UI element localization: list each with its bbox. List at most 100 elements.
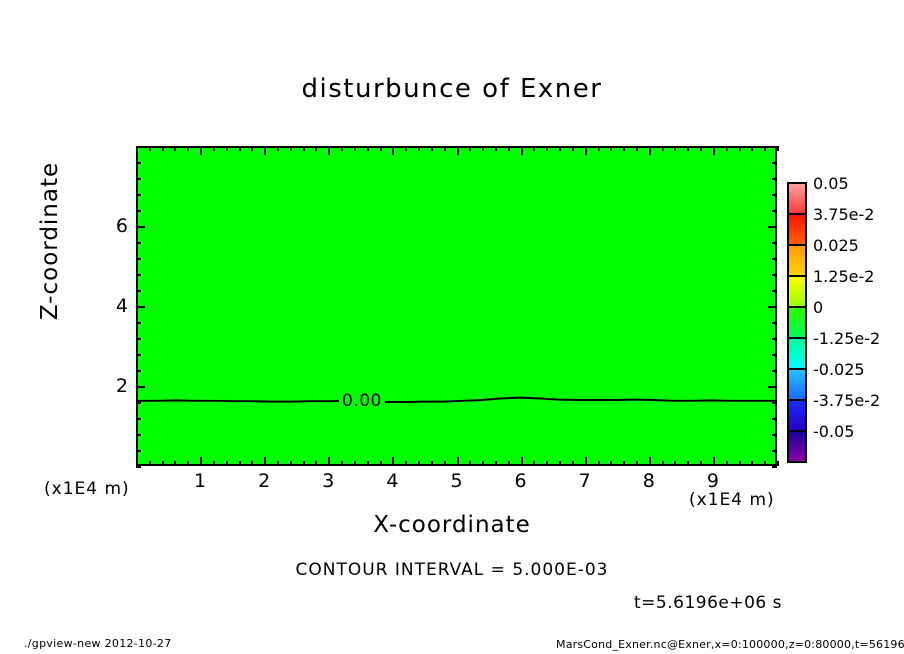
colorbar-band	[789, 275, 805, 306]
y-axis-minor-tick	[136, 338, 141, 340]
x-axis-minor-tick	[546, 461, 549, 466]
x-axis-tick-label: 4	[386, 470, 399, 492]
x-axis-minor-tick-top	[751, 146, 754, 151]
x-axis-minor-tick-top	[623, 146, 626, 151]
x-axis-minor-tick	[212, 461, 215, 466]
x-axis-minor-tick	[277, 461, 280, 466]
x-axis-minor-tick-top	[533, 146, 536, 151]
y-axis-minor-tick-right	[772, 354, 777, 356]
x-axis-minor-tick-top	[725, 146, 728, 151]
colorbar-tick-label: -0.025	[813, 360, 865, 379]
y-axis-major-tick-right	[768, 306, 777, 308]
x-axis-minor-tick	[469, 461, 472, 466]
x-axis-major-tick-top	[520, 146, 523, 155]
x-axis-minor-tick	[725, 461, 728, 466]
y-axis-minor-tick-right	[772, 290, 777, 292]
x-axis-minor-tick-top	[777, 146, 779, 151]
y-axis-major-tick	[136, 306, 145, 308]
y-axis-minor-tick	[136, 210, 141, 212]
x-axis-tick-label: 5	[450, 470, 463, 492]
x-axis-minor-tick	[661, 461, 664, 466]
contour-line-label: 0.00	[339, 391, 385, 411]
x-axis-minor-tick-top	[559, 146, 562, 151]
colorbar-band	[789, 337, 805, 368]
x-axis-minor-tick	[751, 461, 754, 466]
x-axis-tick-label: 3	[322, 470, 335, 492]
x-axis-tick-label: 9	[706, 470, 719, 492]
x-axis-minor-tick-top	[738, 146, 741, 151]
x-axis-minor-tick-top	[674, 146, 677, 151]
x-axis-minor-tick	[238, 461, 241, 466]
x-axis-minor-tick	[302, 461, 305, 466]
colorbar-band	[789, 430, 805, 461]
y-axis-minor-tick	[136, 466, 141, 468]
x-axis-major-tick	[328, 457, 331, 466]
y-axis-minor-tick	[136, 434, 141, 436]
y-axis-minor-tick-right	[772, 466, 777, 468]
y-axis-major-tick-right	[768, 226, 777, 228]
y-axis-tick-label: 6	[115, 215, 128, 237]
x-axis-major-tick-top	[584, 146, 587, 155]
y-axis-major-tick-right	[768, 386, 777, 388]
x-axis-major-tick-top	[200, 146, 203, 155]
x-axis-minor-tick	[174, 461, 177, 466]
x-axis-minor-tick	[418, 461, 421, 466]
x-axis-tick-label: 8	[642, 470, 655, 492]
x-axis-minor-tick	[161, 461, 164, 466]
x-axis-minor-tick-top	[148, 146, 151, 151]
colorbar-tick-label: 0.025	[813, 236, 859, 255]
x-axis-minor-tick-top	[161, 146, 164, 151]
x-axis-major-tick	[456, 457, 459, 466]
x-axis-minor-tick-top	[341, 146, 344, 151]
colorbar-tick-label: 1.25e-2	[813, 267, 875, 286]
x-axis-minor-tick-top	[507, 146, 510, 151]
x-axis-minor-tick-top	[174, 146, 177, 151]
x-axis-minor-tick	[597, 461, 600, 466]
x-axis-minor-tick	[251, 461, 254, 466]
x-axis-major-tick-top	[648, 146, 651, 155]
contour-field	[138, 148, 775, 464]
y-axis-minor-tick	[136, 258, 141, 260]
y-axis-minor-tick	[136, 242, 141, 244]
colorbar-band	[789, 399, 805, 430]
x-axis-minor-tick	[148, 461, 151, 466]
x-axis-minor-tick	[225, 461, 228, 466]
y-axis-minor-tick-right	[772, 274, 777, 276]
x-axis-minor-tick	[494, 461, 497, 466]
x-axis-unit-left: (x1E4 m)	[44, 479, 130, 499]
colorbar-band	[789, 244, 805, 275]
y-axis-minor-tick-right	[772, 434, 777, 436]
x-axis-major-tick	[264, 457, 267, 466]
x-axis-minor-tick-top	[469, 146, 472, 151]
x-axis-minor-tick-top	[277, 146, 280, 151]
x-axis-tick-label: 1	[194, 470, 207, 492]
colorbar	[787, 182, 807, 463]
y-axis-minor-tick	[136, 290, 141, 292]
y-axis-minor-tick-right	[772, 210, 777, 212]
y-axis-minor-tick	[136, 450, 141, 452]
contour-plot-area	[136, 146, 777, 466]
page-title: disturbunce of Exner	[301, 74, 603, 104]
footer-command: ./gpview-new 2012-10-27	[24, 637, 172, 650]
x-axis-minor-tick-top	[494, 146, 497, 151]
x-axis-minor-tick	[507, 461, 510, 466]
colorbar-tick-label: 3.75e-2	[813, 205, 875, 224]
y-axis-minor-tick	[136, 370, 141, 372]
y-axis-major-tick	[136, 386, 145, 388]
y-axis-major-tick	[136, 226, 145, 228]
x-axis-minor-tick-top	[315, 146, 318, 151]
x-axis-minor-tick	[559, 461, 562, 466]
x-axis-tick-label: 6	[514, 470, 527, 492]
x-axis-minor-tick-top	[353, 146, 356, 151]
x-axis-minor-tick-top	[187, 146, 190, 151]
x-axis-major-tick	[712, 457, 715, 466]
y-axis-minor-tick	[136, 322, 141, 324]
y-axis-minor-tick	[136, 194, 141, 196]
x-axis-minor-tick	[777, 461, 779, 466]
x-axis-tick-label: 7	[578, 470, 591, 492]
y-axis-minor-tick-right	[772, 242, 777, 244]
x-axis-minor-tick-top	[482, 146, 485, 151]
x-axis-major-tick	[520, 457, 523, 466]
x-axis-minor-tick-top	[366, 146, 369, 151]
colorbar-band	[789, 306, 805, 337]
